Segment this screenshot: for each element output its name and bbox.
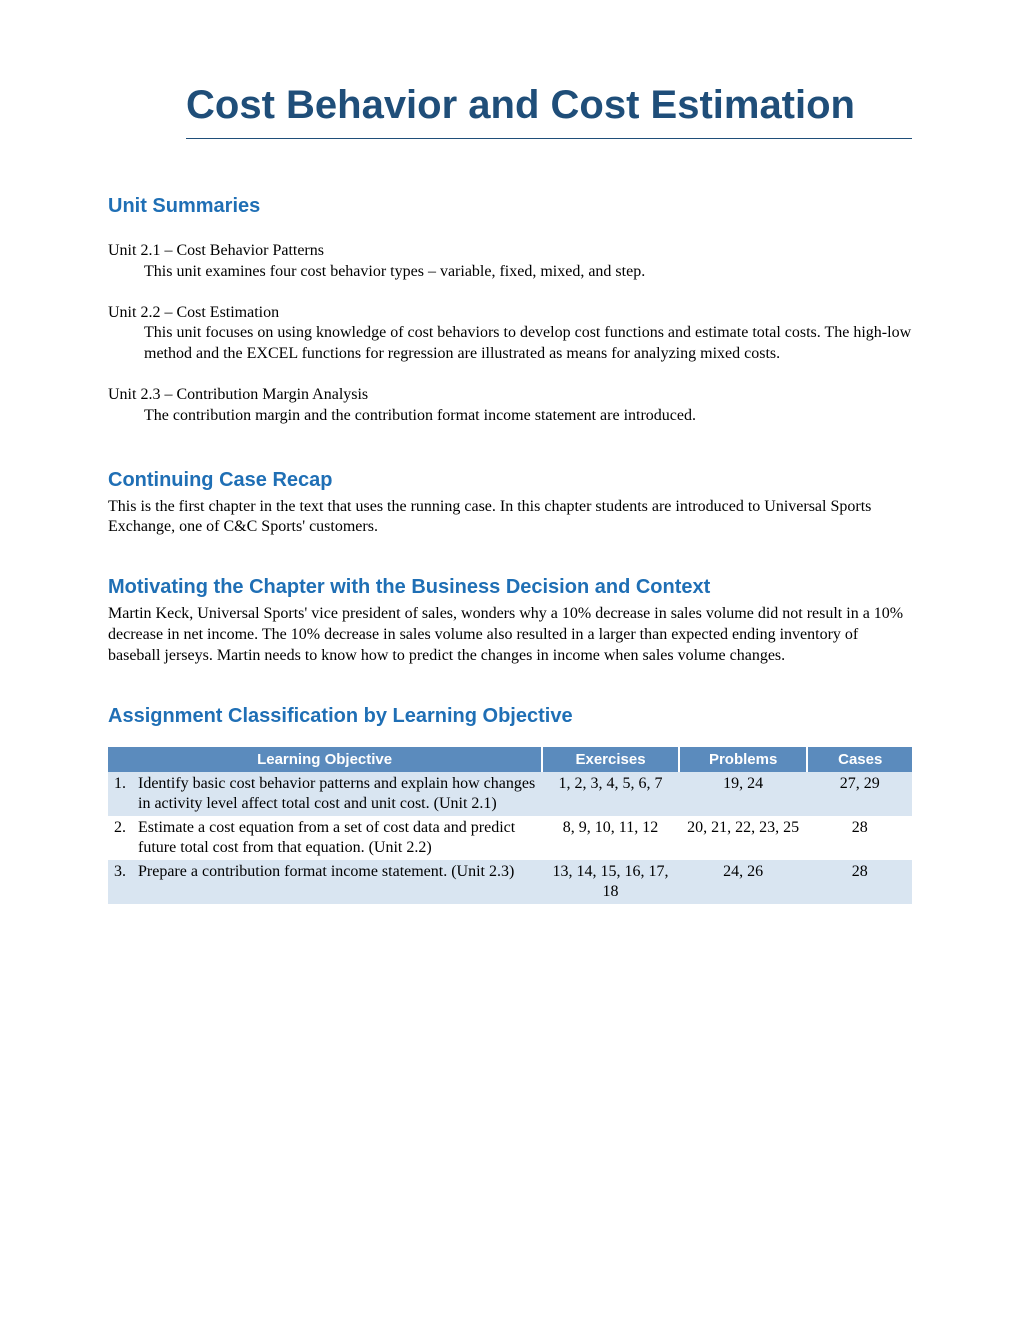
cell-exercises: 1, 2, 3, 4, 5, 6, 7: [542, 772, 679, 816]
objective-text: Identify basic cost behavior patterns an…: [138, 774, 536, 814]
unit-summaries-heading: Unit Summaries: [108, 193, 912, 219]
col-header-cases: Cases: [807, 747, 912, 773]
table-row: 1. Identify basic cost behavior patterns…: [108, 772, 912, 816]
cell-objective: 2. Estimate a cost equation from a set o…: [108, 816, 542, 860]
table-row: 2. Estimate a cost equation from a set o…: [108, 816, 912, 860]
unit-description: This unit focuses on using knowledge of …: [108, 323, 912, 365]
assignment-table: Learning Objective Exercises Problems Ca…: [108, 747, 912, 905]
unit-summaries-section: Unit Summaries Unit 2.1 – Cost Behavior …: [108, 193, 912, 427]
cell-cases: 27, 29: [807, 772, 912, 816]
unit-block: Unit 2.2 – Cost Estimation This unit foc…: [108, 303, 912, 365]
cell-problems: 24, 26: [679, 860, 808, 904]
cell-objective: 1. Identify basic cost behavior patterns…: [108, 772, 542, 816]
unit-title: Unit 2.2 – Cost Estimation: [108, 303, 912, 324]
table-row: 3. Prepare a contribution format income …: [108, 860, 912, 904]
assignment-section: Assignment Classification by Learning Ob…: [108, 703, 912, 905]
motivating-section: Motivating the Chapter with the Business…: [108, 574, 912, 666]
case-recap-section: Continuing Case Recap This is the first …: [108, 467, 912, 539]
assignment-heading: Assignment Classification by Learning Ob…: [108, 703, 912, 729]
cell-objective: 3. Prepare a contribution format income …: [108, 860, 542, 904]
case-recap-body: This is the first chapter in the text th…: [108, 497, 912, 539]
objective-text: Estimate a cost equation from a set of c…: [138, 818, 536, 858]
unit-title: Unit 2.1 – Cost Behavior Patterns: [108, 241, 912, 262]
cell-problems: 19, 24: [679, 772, 808, 816]
col-header-exercises: Exercises: [542, 747, 679, 773]
objective-number: 2.: [114, 818, 138, 858]
col-header-objective: Learning Objective: [108, 747, 542, 773]
case-recap-heading: Continuing Case Recap: [108, 467, 912, 493]
unit-description: This unit examines four cost behavior ty…: [108, 262, 912, 283]
cell-problems: 20, 21, 22, 23, 25: [679, 816, 808, 860]
unit-description: The contribution margin and the contribu…: [108, 406, 912, 427]
cell-cases: 28: [807, 816, 912, 860]
chapter-title: Cost Behavior and Cost Estimation: [186, 82, 912, 139]
table-header-row: Learning Objective Exercises Problems Ca…: [108, 747, 912, 773]
cell-exercises: 13, 14, 15, 16, 17, 18: [542, 860, 679, 904]
unit-block: Unit 2.1 – Cost Behavior Patterns This u…: [108, 241, 912, 283]
unit-block: Unit 2.3 – Contribution Margin Analysis …: [108, 385, 912, 427]
motivating-heading: Motivating the Chapter with the Business…: [108, 574, 912, 600]
cell-exercises: 8, 9, 10, 11, 12: [542, 816, 679, 860]
objective-number: 3.: [114, 862, 138, 882]
objective-number: 1.: [114, 774, 138, 814]
unit-title: Unit 2.3 – Contribution Margin Analysis: [108, 385, 912, 406]
motivating-body: Martin Keck, Universal Sports' vice pres…: [108, 604, 912, 666]
cell-cases: 28: [807, 860, 912, 904]
objective-text: Prepare a contribution format income sta…: [138, 862, 514, 882]
col-header-problems: Problems: [679, 747, 808, 773]
